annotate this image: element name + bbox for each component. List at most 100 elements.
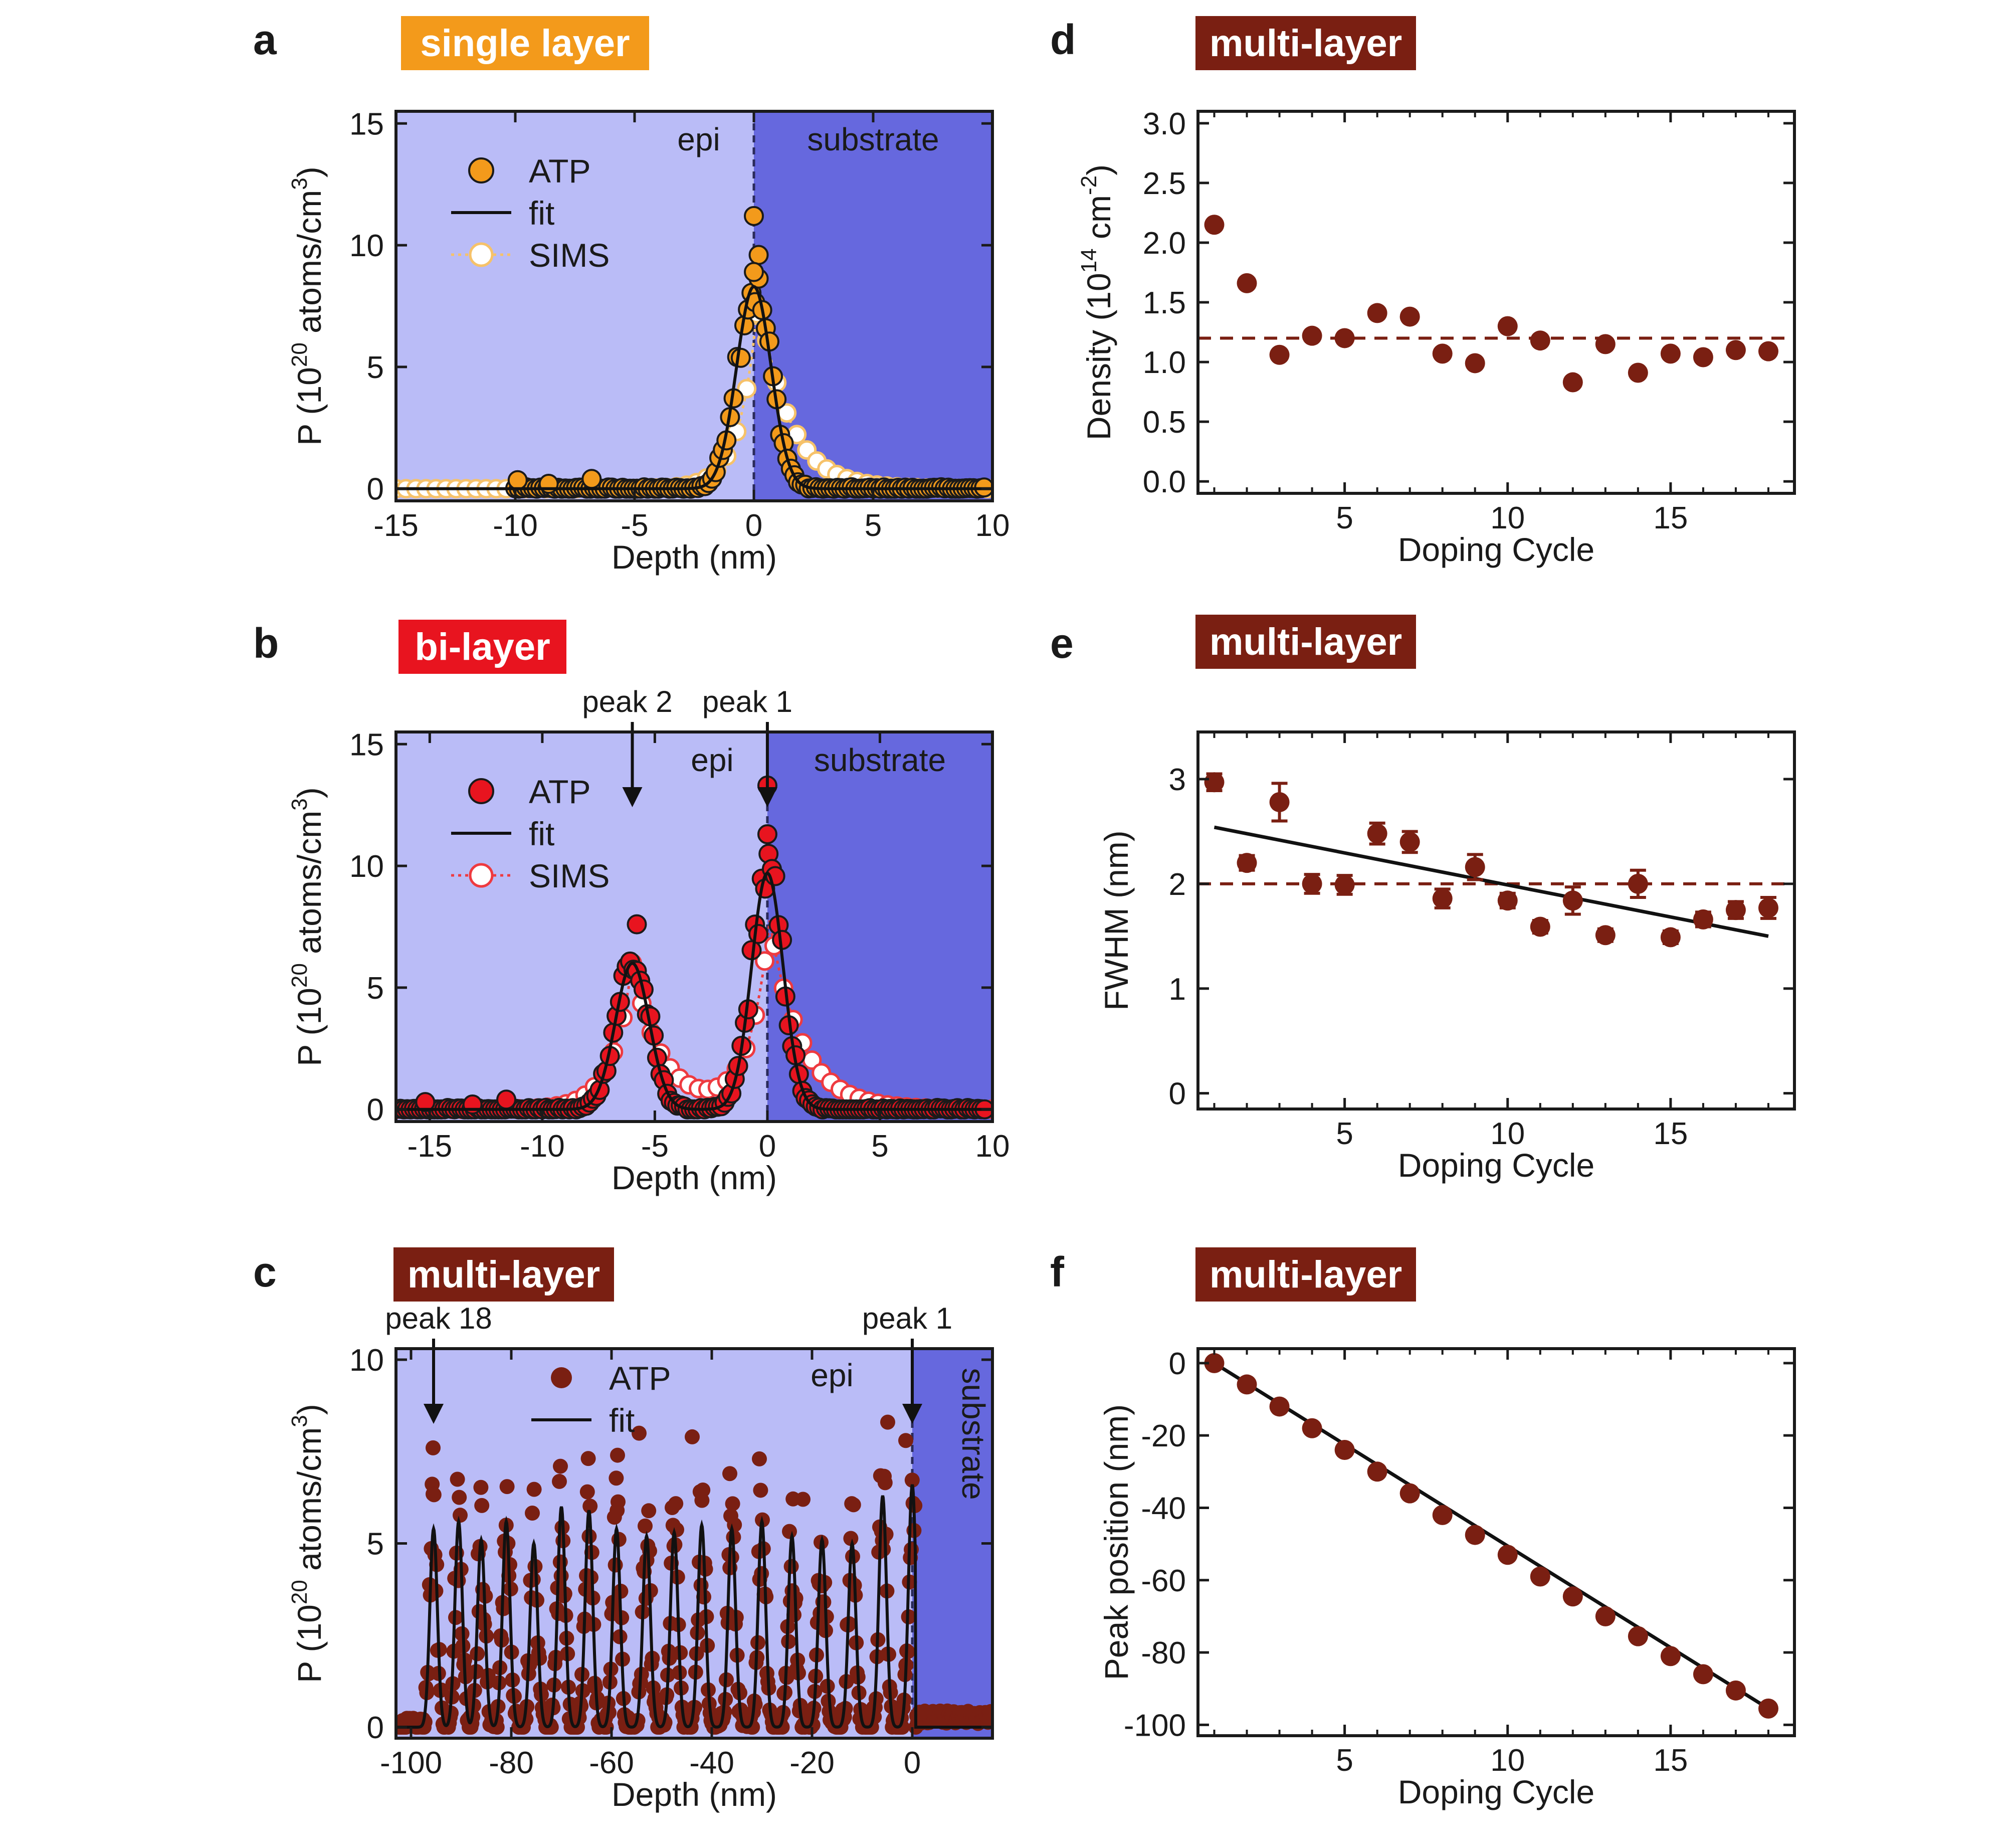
y-tick-label: 0 bbox=[1169, 1077, 1186, 1112]
y-tick-label: 1 bbox=[1169, 972, 1186, 1007]
data-point bbox=[1204, 1353, 1225, 1373]
epi-region bbox=[396, 732, 767, 1122]
fit-line bbox=[396, 871, 992, 1111]
panel-c: c multi-layer -100 -80 -60 -40 -20 0 0 5 10 Depth (… bbox=[253, 1247, 994, 1813]
y-tick-label: -60 bbox=[1141, 1564, 1186, 1598]
y-axis-label-part: 20 bbox=[287, 342, 312, 367]
y-tick-label: 2 bbox=[1169, 867, 1186, 902]
x-axis-label: Depth (nm) bbox=[612, 1159, 777, 1196]
x-tick-label: 5 bbox=[1336, 1117, 1353, 1151]
title-badge-text-e: multi-layer bbox=[1210, 621, 1402, 663]
x-tick-label: 5 bbox=[865, 508, 882, 543]
y-axis-label-part: P (10 bbox=[291, 367, 328, 446]
data-point bbox=[1562, 890, 1583, 911]
legend-label: fit bbox=[529, 195, 554, 232]
y-axis-label-part: ) bbox=[1080, 164, 1117, 175]
y-axis-label-part: atoms/cm bbox=[291, 1427, 328, 1580]
x-tick-label: 10 bbox=[975, 1129, 1010, 1164]
atp-point bbox=[725, 1496, 740, 1512]
y-tick-label: -40 bbox=[1141, 1491, 1186, 1526]
y-tick-label: 15 bbox=[349, 107, 384, 141]
data-point bbox=[1595, 925, 1616, 946]
sims-point bbox=[755, 951, 775, 971]
x-tick-label: -10 bbox=[520, 1129, 565, 1164]
plot-frame-f bbox=[1196, 1347, 1796, 1737]
atp-point bbox=[507, 470, 528, 490]
legend-sims-marker bbox=[469, 863, 494, 888]
atp-point bbox=[580, 1451, 596, 1466]
atp-point bbox=[748, 245, 769, 265]
x-tick-label: -15 bbox=[373, 508, 419, 543]
epi-region bbox=[396, 111, 754, 501]
x-tick-label: -40 bbox=[689, 1746, 734, 1780]
title-badge-f bbox=[1195, 1247, 1416, 1302]
y-tick-label: 0 bbox=[1169, 1347, 1186, 1381]
plot-area-c bbox=[396, 1414, 992, 1735]
y-axis-label-part: ) bbox=[291, 166, 328, 177]
annotation-arrow-head bbox=[757, 787, 777, 807]
title-badge-text-c: multi-layer bbox=[408, 1253, 600, 1296]
panel-e: e multi-layer 5 10 15 0 1 2 3 Doping Cycle FWHM (n… bbox=[1050, 615, 1796, 1184]
y-axis-label-part: atoms/cm bbox=[291, 811, 328, 963]
data-point bbox=[1465, 857, 1485, 877]
panel-d: d multi-layer 5 10 15 0.0 0.5 1.0 1.5 2.0 2.5 3.0 Do… bbox=[1050, 16, 1796, 568]
atp-point bbox=[983, 1704, 992, 1719]
atp-point bbox=[668, 1496, 684, 1512]
atp-point bbox=[450, 1471, 465, 1487]
atp-point bbox=[782, 1524, 797, 1539]
atp-point bbox=[426, 1440, 441, 1455]
y-tick-label: 2.5 bbox=[1143, 166, 1186, 201]
data-point bbox=[1758, 1698, 1778, 1719]
atp-point bbox=[579, 1484, 595, 1500]
y-axis-label: FWHM (nm) bbox=[1098, 830, 1135, 1010]
title-badge-c bbox=[393, 1247, 614, 1302]
panel-f: f multi-layer 5 10 15 0 -20 -40 -60 -80 -100 Doping… bbox=[1050, 1247, 1796, 1810]
y-tick-label: 2.0 bbox=[1143, 226, 1186, 261]
legend-label: fit bbox=[529, 815, 554, 852]
y-axis-label-part: atoms/cm bbox=[291, 190, 328, 342]
annotation-arrow-head bbox=[622, 787, 643, 807]
title-badge-text-a: single layer bbox=[420, 22, 630, 65]
plot-frame-b bbox=[394, 730, 994, 1123]
plot-frame-a bbox=[394, 110, 994, 502]
annotation-label: peak 2 bbox=[582, 685, 672, 718]
atp-point bbox=[786, 1607, 801, 1622]
region-label-epi: epi bbox=[677, 121, 720, 157]
title-badge-text-f: multi-layer bbox=[1210, 1253, 1402, 1296]
data-point bbox=[1725, 1680, 1746, 1701]
panel-label-f: f bbox=[1050, 1248, 1065, 1296]
atp-point bbox=[496, 1089, 517, 1110]
x-tick-label: 0 bbox=[904, 1746, 921, 1780]
panel-label-b: b bbox=[253, 620, 279, 667]
data-point bbox=[1432, 888, 1453, 909]
atp-point bbox=[552, 1473, 567, 1489]
x-tick-label: 10 bbox=[1490, 1117, 1525, 1151]
x-tick-label: -20 bbox=[789, 1746, 835, 1780]
x-axis-label: Depth (nm) bbox=[612, 1776, 777, 1813]
data-point bbox=[1660, 1646, 1681, 1667]
y-axis-label-part: 3 bbox=[287, 798, 312, 810]
y-axis-label-part: 3 bbox=[287, 1415, 312, 1427]
y-tick-label: 3.0 bbox=[1143, 107, 1186, 141]
atp-point bbox=[641, 1503, 657, 1519]
atp-point bbox=[685, 1429, 700, 1444]
panel-label-e: e bbox=[1050, 620, 1074, 667]
region-label-substrate: substrate bbox=[814, 742, 946, 778]
atp-point bbox=[752, 1451, 767, 1466]
data-point bbox=[1432, 343, 1453, 364]
legend-label: ATP bbox=[529, 773, 590, 810]
atp-point bbox=[632, 1425, 647, 1441]
data-point bbox=[1660, 343, 1681, 364]
atp-point bbox=[753, 1483, 768, 1498]
y-tick-label: 10 bbox=[349, 1343, 384, 1378]
atp-point bbox=[581, 1529, 597, 1544]
atp-point bbox=[745, 1720, 760, 1735]
atp-point bbox=[525, 1572, 541, 1587]
y-axis-label-part: P (10 bbox=[291, 988, 328, 1066]
data-point bbox=[1725, 340, 1746, 360]
sims-point bbox=[737, 379, 757, 399]
legend-label: ATP bbox=[529, 152, 590, 190]
atp-point bbox=[611, 1494, 626, 1510]
x-tick-label: 5 bbox=[871, 1129, 888, 1164]
y-axis-label: P (1020 atoms/cm3) bbox=[287, 787, 328, 1066]
